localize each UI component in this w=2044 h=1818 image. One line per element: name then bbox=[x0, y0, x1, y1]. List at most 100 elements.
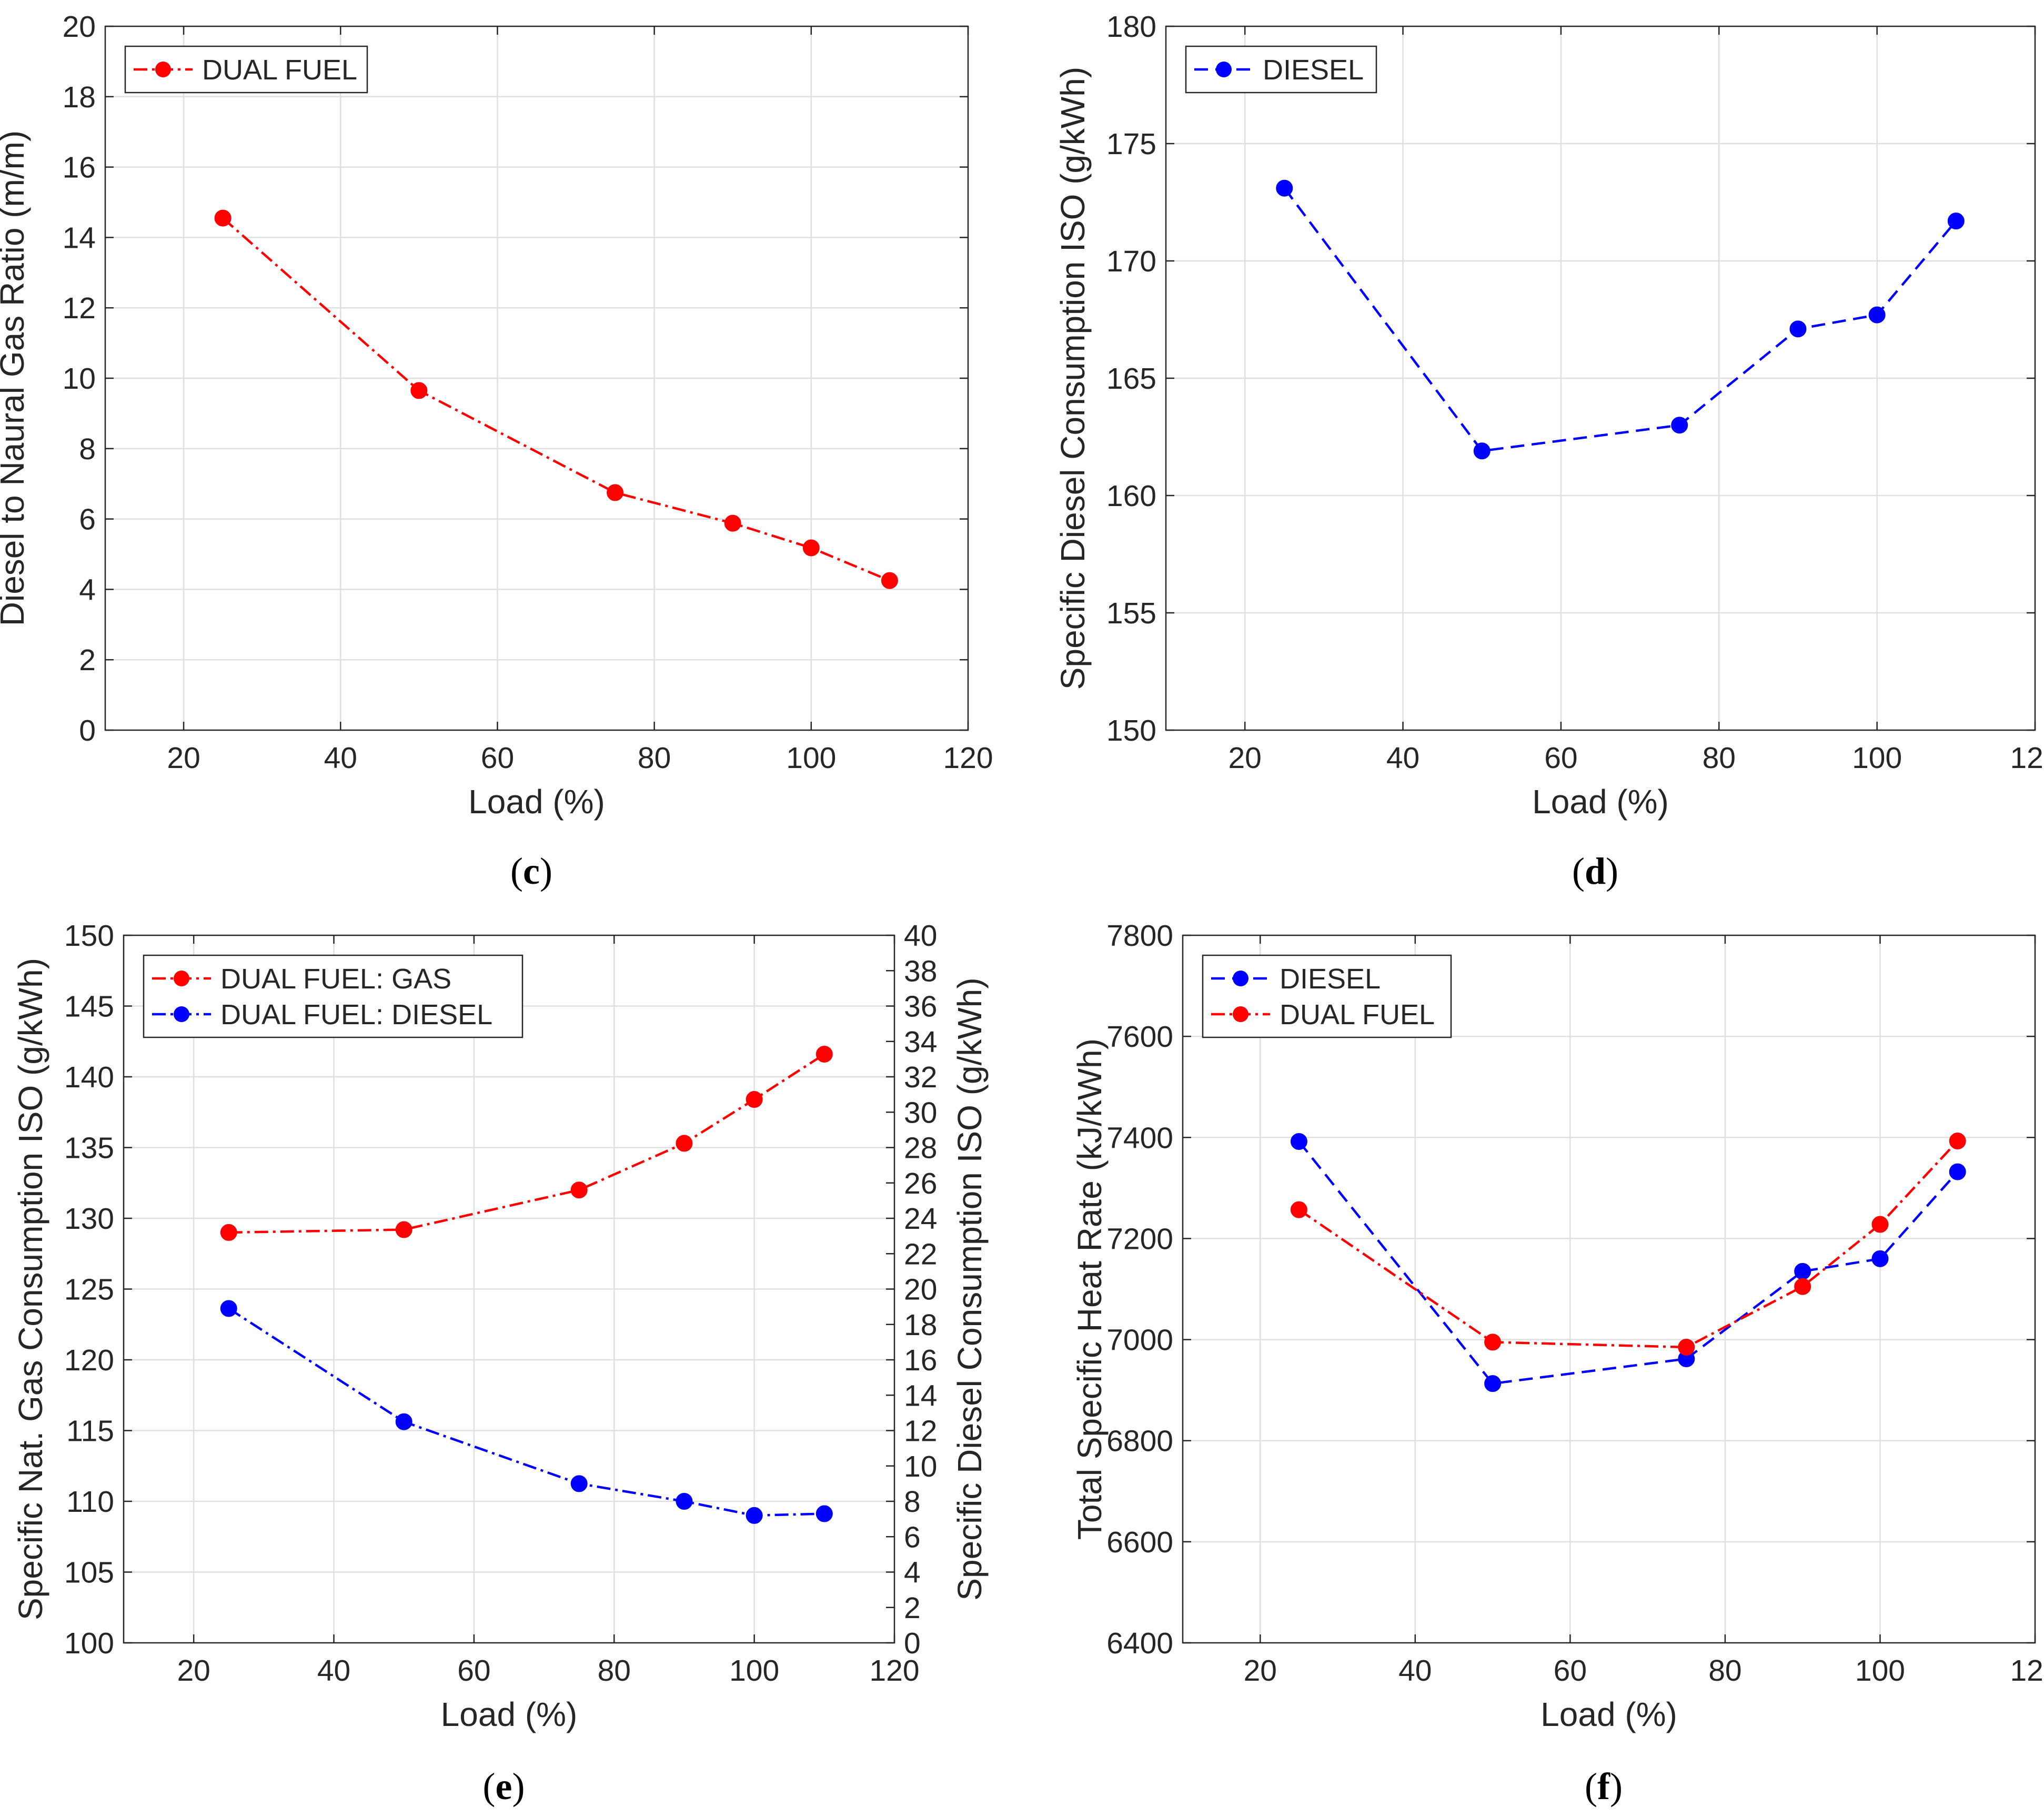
x-tick-label: 40 bbox=[1386, 741, 1419, 775]
x-tick-label: 120 bbox=[943, 741, 993, 775]
chart-e: 20 40 60 80 100 12010010511011512012513013514… bbox=[12, 919, 989, 1807]
x-tick-label: 60 bbox=[1544, 741, 1577, 775]
y-tick-label: 7800 bbox=[1106, 919, 1173, 953]
x-tick-label: 60 bbox=[481, 741, 514, 775]
series-diesel bbox=[1276, 179, 1965, 460]
legend: DIESEL bbox=[1185, 45, 1377, 94]
x-tick-label: 40 bbox=[317, 1654, 350, 1688]
caption-paren-open: ( bbox=[483, 1765, 496, 1807]
y-tick-label: 180 bbox=[1106, 10, 1156, 44]
chart-d: 20 40 60 80 100 120 150 155 160 165 170 175 180 Load … bbox=[1054, 10, 2044, 892]
x-tick-label: 60 bbox=[1554, 1654, 1587, 1688]
y-axis-label: Diesel to Naural Gas Ratio (m/m) bbox=[0, 130, 31, 626]
data-point bbox=[1290, 1201, 1307, 1218]
x-axis-label: Load (%) bbox=[1532, 783, 1669, 821]
x-axis-label: Load (%) bbox=[1540, 1695, 1677, 1733]
y2-tick-label: 18 bbox=[904, 1308, 937, 1342]
y2-tick-label: 32 bbox=[904, 1060, 937, 1094]
y2-tick-label: 26 bbox=[904, 1167, 937, 1200]
x-tick-label: 40 bbox=[1398, 1654, 1432, 1688]
series-line bbox=[222, 217, 890, 582]
y-tick-label: 140 bbox=[64, 1060, 114, 1094]
y2-tick-label: 20 bbox=[904, 1273, 937, 1307]
y2-tick-label: 16 bbox=[904, 1344, 937, 1377]
y-tick-label: 6400 bbox=[1106, 1627, 1173, 1660]
data-point bbox=[1871, 1250, 1889, 1267]
y-tick-label: 115 bbox=[66, 1415, 114, 1448]
data-point bbox=[1949, 1133, 1966, 1150]
y2-tick-label: 38 bbox=[904, 954, 937, 988]
y-tick-label: 125 bbox=[64, 1273, 114, 1307]
x-axis-label: Load (%) bbox=[468, 783, 605, 821]
y2-tick-label: 30 bbox=[904, 1096, 937, 1129]
y-tick-label: 18 bbox=[63, 80, 96, 114]
legend-marker bbox=[174, 1006, 189, 1022]
data-point bbox=[815, 1045, 833, 1063]
x-tick-label: 20 bbox=[1244, 1654, 1277, 1688]
y-axis-ticks: 0 2 4 6 8 10 12 14 16 18 20 bbox=[63, 10, 968, 748]
data-point bbox=[676, 1135, 693, 1152]
legend-label: DIESEL bbox=[1263, 54, 1364, 86]
y2-tick-label: 28 bbox=[904, 1132, 937, 1165]
legend-marker bbox=[174, 971, 189, 986]
y2-tick-label: 8 bbox=[904, 1485, 921, 1519]
x-axis-label: Load (%) bbox=[441, 1695, 578, 1733]
data-point bbox=[607, 484, 624, 501]
data-point bbox=[1290, 1133, 1307, 1150]
series-line bbox=[1298, 1140, 1959, 1385]
data-point bbox=[395, 1221, 412, 1238]
data-point bbox=[214, 209, 231, 227]
x-tick-label: 100 bbox=[1852, 741, 1902, 775]
data-point bbox=[1871, 1216, 1889, 1233]
y-tick-label: 7600 bbox=[1106, 1020, 1173, 1054]
grid bbox=[1183, 935, 2035, 1643]
y2-tick-label: 0 bbox=[904, 1627, 921, 1660]
x-tick-label: 120 bbox=[2010, 741, 2044, 775]
y2-tick-label: 12 bbox=[904, 1415, 937, 1448]
y-tick-label: 6600 bbox=[1106, 1526, 1173, 1559]
legend-marker bbox=[155, 62, 171, 77]
caption-paren-close: ) bbox=[540, 850, 552, 892]
y-tick-label: 7000 bbox=[1106, 1324, 1173, 1357]
y2-tick-label: 6 bbox=[904, 1520, 921, 1554]
y-tick-label: 6 bbox=[79, 503, 96, 537]
y-tick-label: 150 bbox=[64, 919, 114, 953]
caption-paren-open: ( bbox=[510, 850, 523, 892]
series-line bbox=[228, 1307, 824, 1517]
series-line bbox=[1283, 187, 1957, 452]
legend: DIESEL DUAL FUEL bbox=[1202, 954, 1452, 1038]
x-tick-label: 40 bbox=[324, 741, 357, 775]
data-point bbox=[1794, 1278, 1811, 1295]
legend-marker bbox=[1233, 971, 1248, 986]
caption-paren-close: ) bbox=[1610, 1765, 1623, 1807]
x-tick-label: 20 bbox=[167, 741, 200, 775]
data-point bbox=[1473, 442, 1491, 460]
y-tick-label: 10 bbox=[63, 362, 96, 396]
data-point bbox=[395, 1413, 412, 1430]
y-tick-label: 7400 bbox=[1106, 1121, 1173, 1155]
x-tick-label: 100 bbox=[1855, 1654, 1905, 1688]
y-tick-label: 2 bbox=[79, 643, 96, 677]
y2-tick-label: 2 bbox=[904, 1591, 921, 1625]
data-point bbox=[746, 1091, 763, 1108]
y-tick-label: 175 bbox=[1106, 127, 1156, 161]
chart-c: 20 40 60 80 100 120 0 2 4 6 8 10 12 14 16 18 20 Load (%) D… bbox=[0, 10, 993, 892]
y-tick-label: 150 bbox=[1106, 714, 1156, 748]
y-axis-ticks: 6400 6600 6800 7000 7200 7400 7600 7800 bbox=[1106, 919, 2035, 1660]
y2-tick-label: 4 bbox=[904, 1556, 921, 1590]
data-point bbox=[220, 1300, 237, 1317]
x-tick-label: 120 bbox=[2010, 1654, 2044, 1688]
legend-label: DUAL FUEL bbox=[202, 54, 357, 86]
data-point bbox=[1794, 1262, 1811, 1280]
caption-letter: c bbox=[523, 850, 540, 892]
panel-caption: (f) bbox=[1585, 1765, 1623, 1807]
y-tick-label: 12 bbox=[63, 291, 96, 325]
x-tick-label: 100 bbox=[786, 741, 836, 775]
caption-paren-close: ) bbox=[1606, 850, 1618, 892]
grid bbox=[1166, 26, 2035, 730]
y-tick-label: 0 bbox=[79, 714, 96, 748]
